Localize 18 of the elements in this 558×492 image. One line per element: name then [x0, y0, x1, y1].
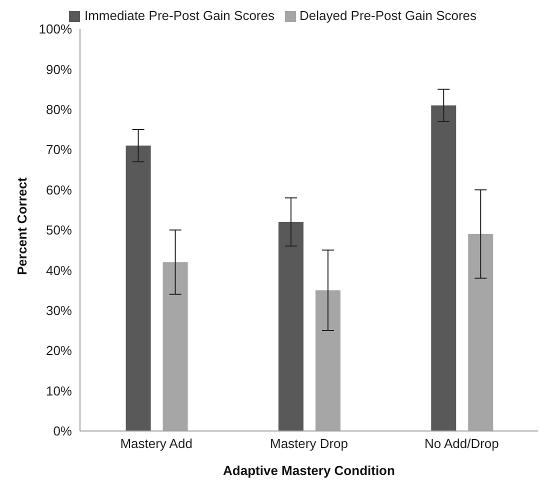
y-tick-label: 40% [46, 262, 72, 278]
y-tick-label: 100% [38, 22, 72, 37]
legend-label: Immediate Pre-Post Gain Scores [84, 8, 274, 23]
x-tick-label: Mastery Drop [270, 436, 348, 452]
y-tick-label: 30% [46, 303, 72, 318]
y-tick-label: 10% [46, 383, 72, 398]
y-tick-label: 60% [46, 182, 72, 198]
y-axis-title: Percent Correct [14, 176, 30, 275]
x-axis-title: Adaptive Mastery Condition [223, 463, 396, 478]
y-tick-label: 80% [46, 102, 72, 118]
x-tick-label: Mastery Add [120, 436, 192, 452]
y-tick-label: 70% [46, 142, 72, 158]
y-tick-label: 20% [46, 343, 72, 358]
y-tick-label: 90% [46, 62, 72, 77]
legend-label: Delayed Pre-Post Gain Scores [300, 8, 477, 23]
y-tick-label: 50% [46, 222, 72, 238]
y-tick-label: 0% [53, 424, 72, 439]
x-tick-label: No Add/Drop [424, 436, 499, 452]
